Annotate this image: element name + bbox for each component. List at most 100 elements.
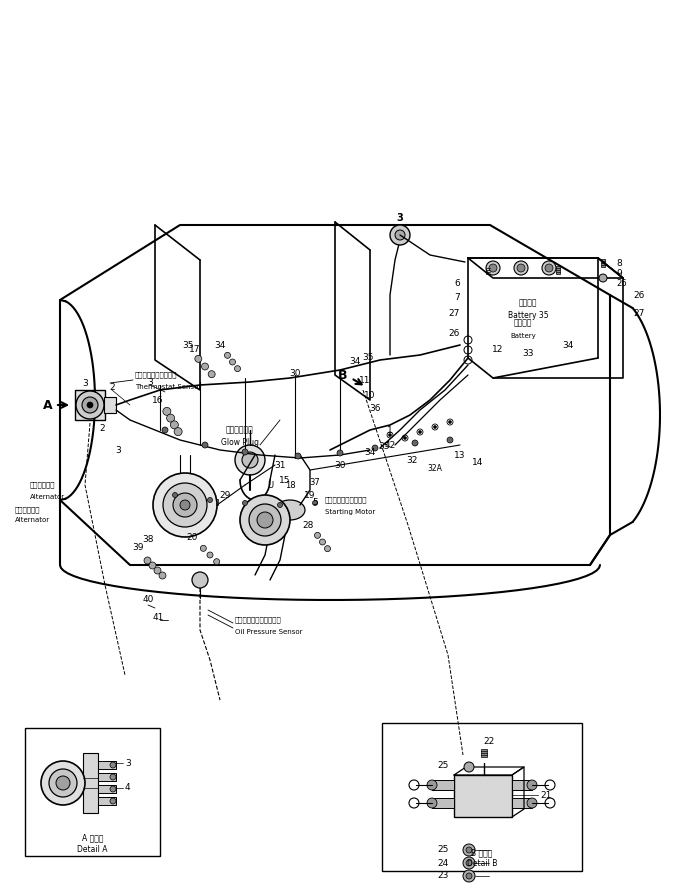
Circle shape [201, 546, 207, 551]
Text: 16: 16 [152, 395, 164, 405]
Text: グロープラグ: グロープラグ [226, 425, 254, 434]
Circle shape [87, 402, 93, 408]
Bar [98, 761, 116, 769]
Text: 18: 18 [285, 480, 295, 489]
Circle shape [41, 761, 85, 805]
Text: バッテリ: バッテリ [519, 299, 537, 307]
Circle shape [242, 449, 248, 455]
Circle shape [235, 445, 265, 475]
Text: Thermostat Sensor: Thermostat Sensor [135, 384, 201, 390]
Text: B 詳細図: B 詳細図 [471, 849, 493, 858]
Text: 22: 22 [483, 736, 495, 745]
Circle shape [163, 483, 207, 527]
Circle shape [240, 495, 290, 545]
Text: 28: 28 [302, 520, 314, 530]
Circle shape [486, 261, 500, 275]
Circle shape [464, 762, 474, 772]
Circle shape [207, 498, 213, 502]
Circle shape [110, 798, 116, 804]
Text: 36: 36 [369, 403, 381, 413]
Circle shape [249, 504, 281, 536]
Text: バッテリ: バッテリ [513, 318, 532, 328]
Text: 4: 4 [125, 783, 131, 792]
Circle shape [82, 397, 98, 413]
Circle shape [242, 501, 248, 506]
Circle shape [320, 539, 326, 545]
Circle shape [110, 762, 116, 768]
Circle shape [463, 844, 475, 856]
Circle shape [447, 437, 453, 443]
Text: 38: 38 [142, 535, 153, 545]
Text: 34: 34 [214, 340, 225, 349]
Circle shape [295, 453, 301, 459]
Text: 20: 20 [186, 533, 198, 542]
Bar [83, 753, 98, 813]
Bar [104, 397, 116, 413]
Bar [432, 798, 454, 808]
Text: 3: 3 [82, 378, 88, 387]
Circle shape [174, 428, 182, 436]
Bar [556, 267, 561, 274]
Text: スターティングモータ: スターティングモータ [325, 497, 367, 503]
Text: 32A: 32A [427, 463, 442, 472]
Text: 3: 3 [125, 758, 131, 767]
Bar [98, 797, 116, 805]
Circle shape [395, 230, 405, 240]
Circle shape [194, 355, 202, 362]
Text: 14: 14 [472, 457, 484, 467]
Bar [25, 728, 160, 856]
Circle shape [466, 847, 472, 853]
Text: 7: 7 [454, 293, 460, 302]
Circle shape [208, 370, 215, 377]
Text: 19: 19 [304, 491, 316, 500]
Circle shape [448, 421, 452, 424]
Circle shape [154, 567, 161, 574]
Text: Starting Motor: Starting Motor [325, 509, 376, 515]
Text: Glow Plug: Glow Plug [221, 438, 259, 447]
Circle shape [144, 557, 151, 564]
Text: Oil Pressure Sensor: Oil Pressure Sensor [235, 629, 302, 635]
Circle shape [517, 264, 525, 272]
Bar [98, 773, 116, 781]
Circle shape [257, 512, 273, 528]
Text: A: A [43, 399, 52, 411]
Text: 27: 27 [449, 308, 460, 317]
Text: 6: 6 [454, 278, 460, 287]
Circle shape [388, 433, 392, 437]
Text: Battery 35: Battery 35 [507, 310, 548, 320]
Circle shape [542, 261, 556, 275]
Text: 8: 8 [616, 259, 622, 268]
Text: 3: 3 [115, 446, 121, 455]
Circle shape [180, 500, 190, 510]
Circle shape [466, 873, 472, 879]
Text: A 詳細図: A 詳細図 [81, 834, 103, 843]
Circle shape [372, 445, 378, 451]
Text: 32: 32 [406, 455, 418, 464]
Circle shape [149, 562, 156, 569]
Text: 41: 41 [152, 613, 164, 623]
Ellipse shape [275, 500, 305, 520]
Text: B: B [339, 369, 348, 382]
Circle shape [390, 225, 410, 245]
Circle shape [202, 442, 208, 448]
Text: Battery: Battery [510, 333, 536, 339]
Circle shape [49, 769, 77, 797]
Circle shape [167, 414, 174, 422]
Circle shape [427, 780, 437, 790]
Text: 10: 10 [364, 391, 376, 400]
Text: 9: 9 [616, 268, 622, 277]
Text: 30: 30 [289, 369, 301, 377]
Circle shape [324, 546, 330, 552]
Text: 34: 34 [349, 357, 361, 367]
Circle shape [514, 261, 528, 275]
Text: Detail B: Detail B [467, 859, 497, 868]
Text: 1: 1 [387, 425, 393, 434]
Text: オルタネータ: オルタネータ [15, 507, 40, 513]
Text: 13: 13 [454, 450, 466, 460]
Circle shape [312, 501, 318, 506]
Text: 3: 3 [396, 213, 403, 223]
Circle shape [229, 359, 236, 365]
Text: Alternator: Alternator [30, 494, 65, 500]
Text: 25: 25 [437, 760, 449, 770]
Text: 2: 2 [99, 424, 105, 432]
